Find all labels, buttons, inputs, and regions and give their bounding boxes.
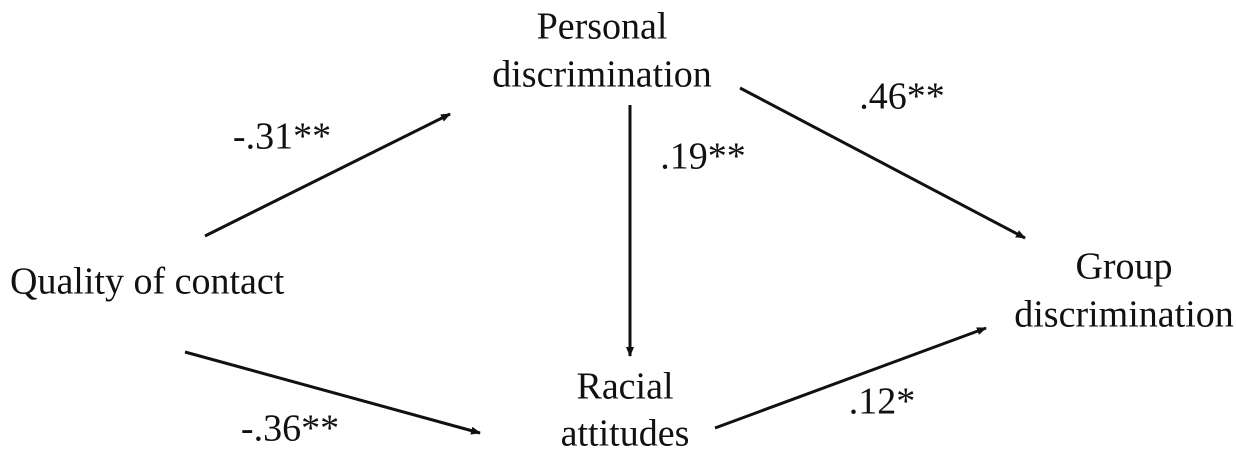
node-label: Quality of contact: [10, 261, 285, 303]
arrow: [714, 326, 987, 430]
node-label: discrimination: [1014, 294, 1234, 336]
arrow: [739, 86, 1026, 240]
edge-label: -.31**: [233, 116, 331, 158]
arrow: [204, 112, 451, 238]
edge-label: .46**: [859, 76, 945, 118]
edge-label: .12*: [849, 381, 916, 423]
node-label: Group: [1075, 246, 1172, 288]
edge-label: -.36**: [241, 408, 339, 450]
edge-label: .19**: [660, 136, 746, 178]
arrow: [184, 350, 481, 435]
node-label: attitudes: [561, 413, 690, 455]
node-label: discrimination: [492, 54, 712, 96]
node-label: Personal: [537, 6, 668, 48]
node-label: Racial: [576, 366, 673, 408]
